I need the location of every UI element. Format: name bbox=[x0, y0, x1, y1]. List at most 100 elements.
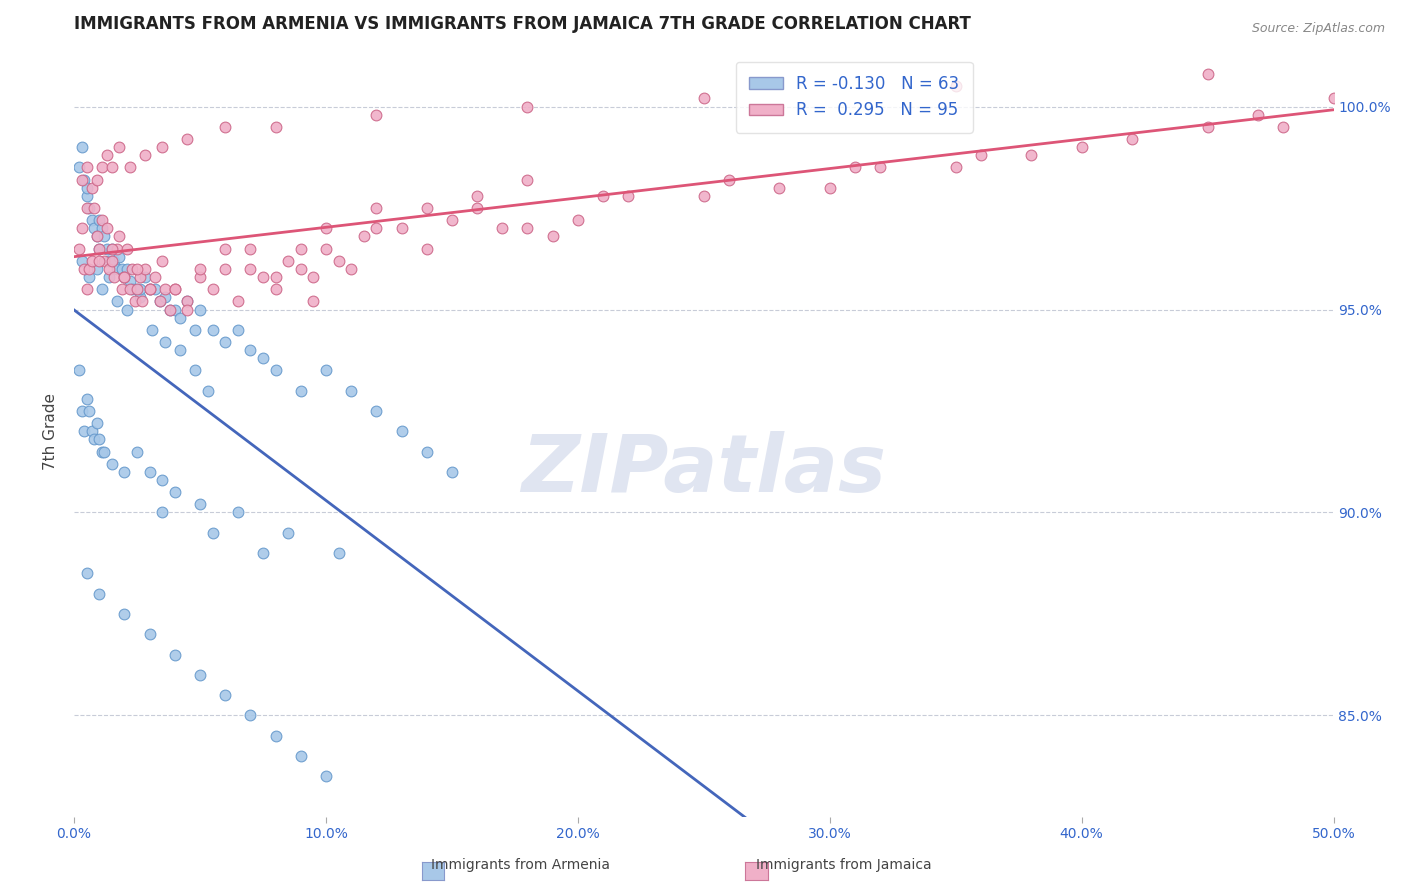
Point bbox=[138, 282, 160, 296]
Point bbox=[131, 294, 153, 309]
Point bbox=[125, 282, 148, 296]
Point bbox=[169, 310, 191, 325]
Point bbox=[134, 261, 156, 276]
Point bbox=[121, 261, 143, 276]
Point bbox=[115, 242, 138, 256]
Point bbox=[567, 213, 589, 227]
Point bbox=[73, 261, 96, 276]
Point bbox=[118, 161, 141, 175]
Point bbox=[115, 302, 138, 317]
Point bbox=[1070, 140, 1092, 154]
Point bbox=[844, 161, 866, 175]
Point bbox=[201, 525, 224, 540]
Point bbox=[67, 161, 90, 175]
Point bbox=[366, 404, 388, 418]
Point bbox=[188, 668, 211, 682]
Point bbox=[114, 607, 136, 621]
Point bbox=[90, 213, 112, 227]
Point bbox=[76, 180, 98, 194]
Point bbox=[93, 253, 115, 268]
Point bbox=[76, 392, 98, 406]
Point bbox=[302, 294, 325, 309]
Point bbox=[150, 473, 173, 487]
Point bbox=[366, 221, 388, 235]
Point bbox=[86, 172, 108, 186]
Point bbox=[80, 180, 103, 194]
Point bbox=[693, 91, 716, 105]
Point bbox=[176, 294, 198, 309]
Point bbox=[617, 189, 640, 203]
Point bbox=[516, 172, 538, 186]
Point bbox=[226, 506, 249, 520]
Point bbox=[541, 229, 564, 244]
Point bbox=[83, 433, 105, 447]
Point bbox=[121, 282, 143, 296]
Point bbox=[264, 363, 287, 377]
Point bbox=[176, 294, 198, 309]
Point bbox=[1322, 91, 1344, 105]
Point bbox=[89, 433, 111, 447]
Point bbox=[77, 201, 100, 215]
Point bbox=[315, 221, 337, 235]
Point bbox=[416, 242, 439, 256]
Point bbox=[96, 148, 118, 162]
Point bbox=[141, 323, 163, 337]
Point bbox=[201, 282, 224, 296]
Point bbox=[101, 242, 124, 256]
Point bbox=[138, 465, 160, 479]
Point bbox=[328, 546, 350, 560]
Point bbox=[80, 253, 103, 268]
Point bbox=[105, 261, 128, 276]
Point bbox=[90, 444, 112, 458]
Point bbox=[125, 444, 148, 458]
Point bbox=[163, 282, 186, 296]
Point bbox=[89, 253, 111, 268]
Point bbox=[114, 465, 136, 479]
Text: Immigrants from Armenia: Immigrants from Armenia bbox=[430, 858, 610, 872]
Point bbox=[108, 140, 131, 154]
Point bbox=[163, 485, 186, 500]
Point bbox=[86, 416, 108, 430]
Point bbox=[73, 172, 96, 186]
Point bbox=[239, 261, 262, 276]
Point bbox=[73, 425, 96, 439]
Point bbox=[159, 302, 181, 317]
Point bbox=[93, 444, 115, 458]
Point bbox=[315, 242, 337, 256]
Point bbox=[96, 242, 118, 256]
Point bbox=[125, 261, 148, 276]
Point bbox=[83, 201, 105, 215]
Point bbox=[163, 282, 186, 296]
Point bbox=[128, 270, 150, 285]
Point bbox=[114, 270, 136, 285]
Point bbox=[302, 270, 325, 285]
Point bbox=[111, 282, 134, 296]
Point bbox=[1197, 120, 1219, 134]
Point bbox=[76, 161, 98, 175]
Point bbox=[328, 253, 350, 268]
Point bbox=[115, 261, 138, 276]
Point bbox=[239, 242, 262, 256]
Point bbox=[214, 261, 236, 276]
Point bbox=[239, 343, 262, 357]
Point bbox=[150, 140, 173, 154]
Point bbox=[125, 282, 148, 296]
Point bbox=[184, 323, 207, 337]
Point bbox=[970, 148, 993, 162]
Point bbox=[491, 221, 513, 235]
Point bbox=[1019, 148, 1042, 162]
Point bbox=[108, 250, 131, 264]
Point bbox=[159, 302, 181, 317]
Point bbox=[70, 221, 93, 235]
Point bbox=[163, 302, 186, 317]
Point bbox=[105, 294, 128, 309]
Point bbox=[214, 688, 236, 702]
Point bbox=[264, 120, 287, 134]
Point bbox=[391, 221, 413, 235]
Point bbox=[90, 161, 112, 175]
Point bbox=[76, 189, 98, 203]
Point bbox=[315, 363, 337, 377]
Point bbox=[89, 213, 111, 227]
Point bbox=[150, 253, 173, 268]
Point bbox=[264, 270, 287, 285]
